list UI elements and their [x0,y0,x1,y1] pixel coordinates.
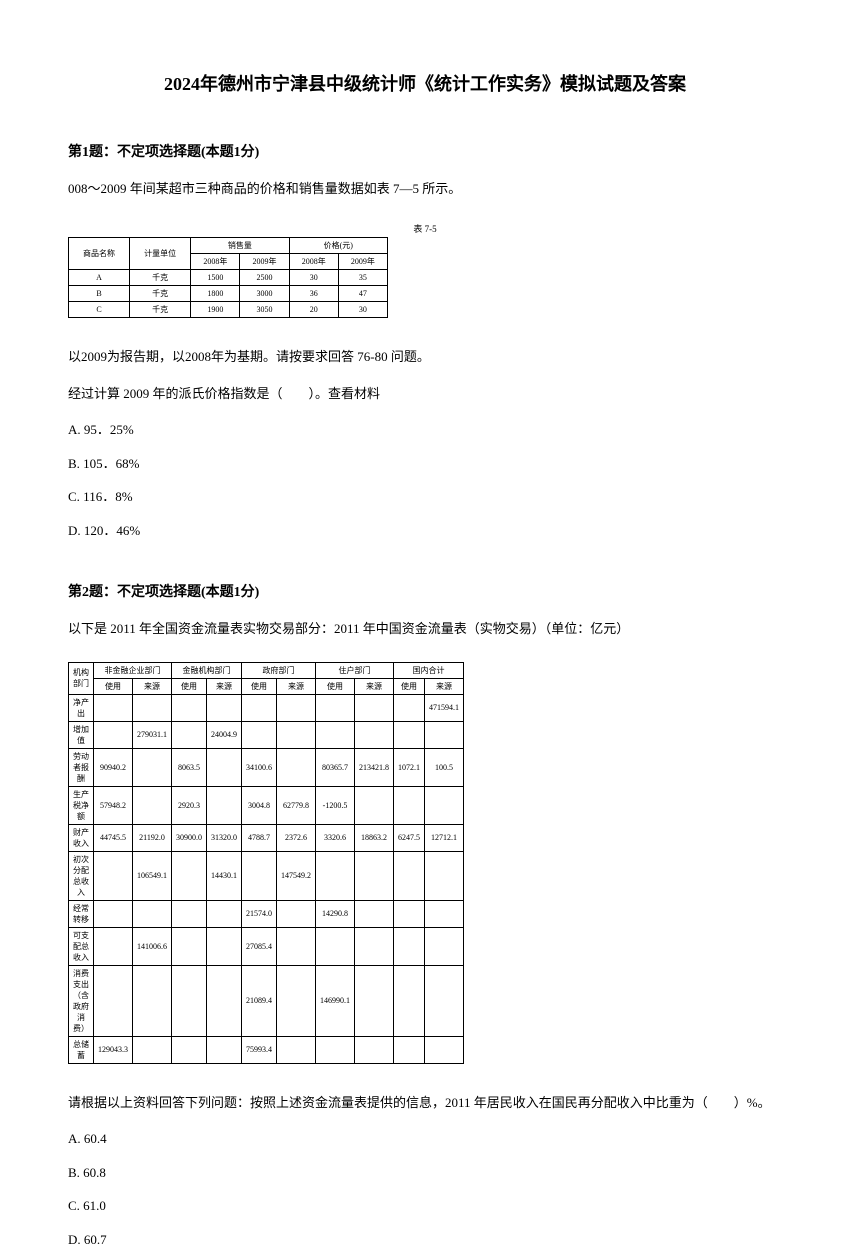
page-title: 2024年德州市宁津县中级统计师《统计工作实务》模拟试题及答案 [68,70,782,96]
q1-option-d: D. 120．46% [68,517,782,546]
table-row: 消费支出（含政府消费）21089.4146990.1 [69,965,464,1036]
q1-option-a: A. 95．25% [68,416,782,445]
table-row: 增加值279031.124004.9 [69,721,464,748]
q1-header: 第1题：不定项选择题(本题1分) [68,141,782,161]
q1-table-container: 表 7-5 商品名称 计量单位 销售量 价格(元) 2008年 2009年 20… [68,222,782,318]
q1-th-col3g: 销售量 [191,238,289,254]
q1-followup2: 经过计算 2009 年的派氏价格指数是（ ）。查看材料 [68,380,782,409]
q2-option-c: C. 61.0 [68,1192,782,1221]
q2-option-b: B. 60.8 [68,1159,782,1188]
q2-th-col4: 政府部门 [242,662,316,678]
q1-th-col2: 计量单位 [130,238,191,270]
q2-header: 第2题：不定项选择题(本题1分) [68,581,782,601]
q1-th-col4b: 2009年 [338,254,387,270]
table-row: 可支配总收入141006.627085.4 [69,927,464,965]
table-row: 总储蓄129043.375993.4 [69,1036,464,1063]
q1-th-col4g: 价格(元) [289,238,387,254]
table-row: B 千克 1800 3000 36 47 [69,286,388,302]
q1-th-col4a: 2008年 [289,254,338,270]
q2-followup: 请根据以上资料回答下列问题：按照上述资金流量表提供的信息，2011 年居民收入在… [68,1089,782,1118]
q1-intro: 008～2009 年间某超市三种商品的价格和销售量数据如表 7—5 所示。 [68,176,782,202]
table-row: A 千克 1500 2500 30 35 [69,270,388,286]
q1-table: 商品名称 计量单位 销售量 价格(元) 2008年 2009年 2008年 20… [68,237,388,318]
table-row: C 千克 1900 3050 20 30 [69,302,388,318]
q2-intro: 以下是 2011 年全国资金流量表实物交易部分：2011 年中国资金流量表（实物… [68,616,782,642]
q2-option-d: D. 60.7 [68,1226,782,1255]
table-row: 财产收入44745.521192.030900.031320.04788.723… [69,824,464,851]
table-row: 劳动者报酬90940.28063.534100.680365.7213421.8… [69,748,464,786]
table-row: 净产出471594.1 [69,694,464,721]
q2-option-a: A. 60.4 [68,1125,782,1154]
q2-th-col6: 国内合计 [394,662,464,678]
table-row: 生产税净额57948.22920.33004.862779.8-1200.5 [69,786,464,824]
q1-table-caption: 表 7-5 [68,222,782,235]
q1-option-c: C. 116．8% [68,483,782,512]
q2-table: 机构部门 非金融企业部门 金融机构部门 政府部门 住户部门 国内合计 使用 来源… [68,662,464,1064]
table-row: 经常转移21574.014290.8 [69,900,464,927]
q2-th-col2: 非金融企业部门 [94,662,172,678]
q2-table-container: 机构部门 非金融企业部门 金融机构部门 政府部门 住户部门 国内合计 使用 来源… [68,662,782,1064]
q1-option-b: B. 105．68% [68,450,782,479]
q2-th-col3: 金融机构部门 [172,662,242,678]
table-row: 初次分配总收入106549.114430.1147549.2 [69,851,464,900]
q1-th-col1: 商品名称 [69,238,130,270]
q1-th-col3a: 2008年 [191,254,240,270]
q2-th-col5: 住户部门 [316,662,394,678]
q1-th-col3b: 2009年 [240,254,289,270]
q2-th-col1: 机构部门 [69,662,94,694]
q1-followup1: 以2009为报告期，以2008年为基期。请按要求回答 76-80 问题。 [68,343,782,372]
